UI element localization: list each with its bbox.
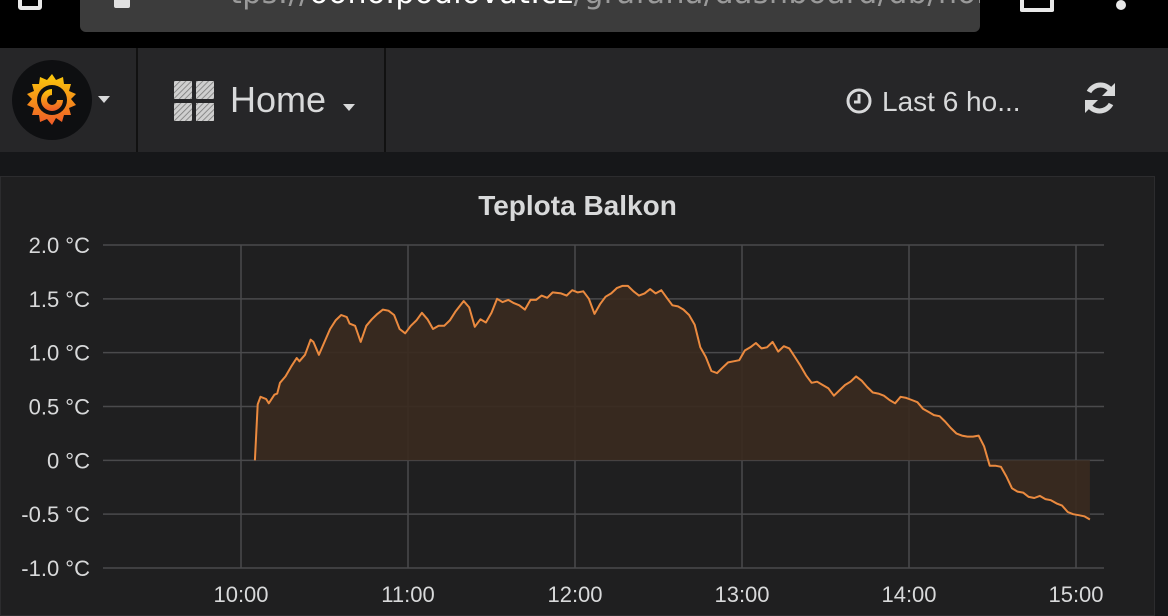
y-tick-label: 1.0 °C xyxy=(29,341,90,366)
grafana-navbar: Home Last 6 ho... xyxy=(0,48,1168,152)
y-tick-label: 1.5 °C xyxy=(29,287,90,312)
home-icon[interactable] xyxy=(18,0,42,10)
url-host: ooho.podlovat.cz xyxy=(310,0,574,11)
browser-toolbar: tps://ooho.podlovat.cz/grafana/dashboard… xyxy=(0,0,1168,48)
x-tick-label: 10:00 xyxy=(213,582,268,607)
url-prefix: tps:// xyxy=(230,0,310,11)
y-tick-label: 0 °C xyxy=(47,448,90,473)
grafana-logo[interactable] xyxy=(12,60,92,140)
x-tick-label: 13:00 xyxy=(714,582,769,607)
series-line xyxy=(253,284,1091,521)
url-path: /grafana/dashboard/db/home?pa xyxy=(574,0,980,11)
url-text: tps://ooho.podlovat.cz/grafana/dashboard… xyxy=(230,0,980,32)
x-tick-label: 14:00 xyxy=(881,582,936,607)
dashboard-grid-icon xyxy=(174,81,214,121)
tabs-icon[interactable] xyxy=(1020,0,1054,12)
dashboard-picker[interactable]: Home xyxy=(140,48,386,152)
refresh-icon[interactable] xyxy=(1080,78,1120,118)
x-tick-label: 11:00 xyxy=(381,582,434,607)
more-menu-icon[interactable] xyxy=(1116,0,1126,10)
chevron-down-icon xyxy=(98,96,110,103)
y-tick-label: 0.5 °C xyxy=(29,395,90,420)
y-tick-label: -0.5 °C xyxy=(21,502,90,527)
lock-icon xyxy=(114,0,130,8)
chevron-down-icon xyxy=(343,104,355,111)
panel-title[interactable]: Teplota Balkon xyxy=(478,190,677,221)
x-tick-label: 12:00 xyxy=(547,582,602,607)
x-tick-label: 15:00 xyxy=(1048,582,1103,607)
side-menu-toggle[interactable] xyxy=(0,48,138,152)
clock-icon xyxy=(846,88,872,114)
y-tick-label: 2.0 °C xyxy=(29,233,90,258)
series-area-fill xyxy=(254,285,1090,520)
url-field[interactable]: tps://ooho.podlovat.cz/grafana/dashboard… xyxy=(80,0,980,32)
time-range-label: Last 6 ho... xyxy=(882,86,1021,117)
y-tick-label: -1.0 °C xyxy=(21,556,90,581)
dashboard-title: Home xyxy=(230,79,327,120)
